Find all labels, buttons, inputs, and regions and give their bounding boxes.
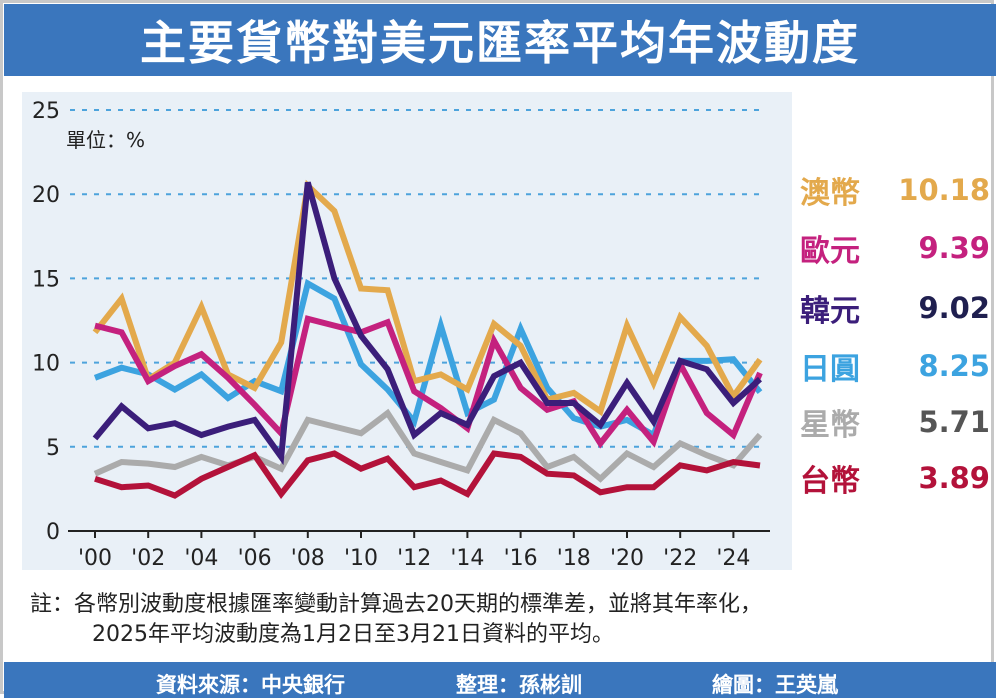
plot-panel [22,92,792,570]
x-tick-label-2014: '14 [450,546,484,571]
x-tick-label-2006: '06 [238,546,272,571]
chart-title: 主要貨幣對美元匯率平均年波動度 [140,16,860,70]
y-tick-label-15: 15 [32,267,60,292]
illustrator-credit: 繪圖：王英嵐 [712,673,838,697]
x-tick-label-2004: '04 [184,546,218,571]
legend-value: 8.25 [918,349,990,383]
legend-name: 澳幣 [800,176,860,211]
x-tick-label-2012: '12 [397,546,431,571]
footnote-line-2: 2025年平均波動度為1月2日至3月21日資料的平均。 [92,622,614,647]
legend-value: 9.02 [918,291,990,325]
unit-label: 單位：% [66,128,146,152]
series-line-5 [93,408,763,483]
editor-credit: 整理：孫彬訓 [456,673,582,697]
credits-bar: 資料來源：中央銀行 整理：孫彬訓 繪圖：王英嵐 [4,662,996,698]
legend-value: 9.39 [918,231,990,265]
legend-name: 日圓 [800,352,860,387]
x-tick-label-2016: '16 [504,546,538,571]
legend-value: 10.18 [898,173,990,207]
legend-entry-6: 台幣 3.89 [800,458,990,499]
legend-value: 5.71 [918,405,990,439]
series-line-1 [92,179,763,417]
legend-entry-3: 韓元 9.02 [800,288,990,329]
y-tick-label-20: 20 [32,183,60,208]
legend-value: 3.89 [918,461,990,495]
title-banner: 主要貨幣對美元匯率平均年波動度 [4,4,996,76]
legend-name: 歐元 [800,234,860,269]
line-chart: 0 5 10 15 20 25 '00 '02 '04 '06 '08 '10 '12 '14 '16 '18… [32,99,770,571]
series-line-6 [94,450,761,500]
legend-entry-4: 日圓 8.25 [800,346,990,387]
legend-name: 台幣 [800,464,860,499]
legend-entry-1: 澳幣 10.18 [800,170,990,211]
series-line-2 [94,315,763,449]
legend-entry-5: 星幣 5.71 [800,402,990,443]
y-tick-label-25: 25 [32,99,60,124]
footnote-line-1: 註：各幣別波動度根據匯率變動計算過去20天期的標準差，並將其年率化， [30,592,762,617]
source-credit: 資料來源：中央銀行 [156,673,345,697]
x-tick-label-2008: '08 [291,546,325,571]
legend-name: 韓元 [800,294,860,329]
x-tick-label-2020: '20 [610,546,644,571]
y-tick-label-5: 5 [46,436,60,461]
x-tick-label-2002: '02 [131,546,165,571]
y-tick-label-10: 10 [32,352,60,377]
footnote: 註：各幣別波動度根據匯率變動計算過去20天期的標準差，並將其年率化， 2025年… [30,590,960,650]
y-tick-label-0: 0 [46,520,60,545]
series-line-3 [92,181,763,466]
x-tick-label-2010: '10 [344,546,378,571]
x-tick-label-2000: '00 [78,546,112,571]
x-tick-label-2018: '18 [557,546,591,571]
x-tick-label-2022: '22 [663,546,697,571]
legend-name: 星幣 [800,408,860,443]
legend-entry-2: 歐元 9.39 [800,228,990,269]
x-tick-label-2024: '24 [716,546,750,571]
